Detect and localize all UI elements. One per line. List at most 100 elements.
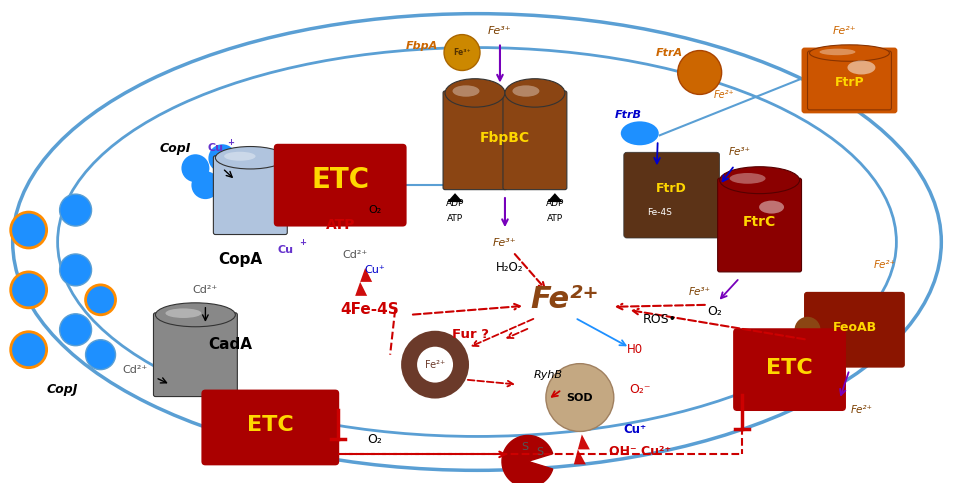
Circle shape bbox=[86, 285, 115, 315]
Polygon shape bbox=[574, 435, 589, 464]
Text: H₂O₂: H₂O₂ bbox=[496, 261, 523, 274]
Circle shape bbox=[10, 212, 47, 248]
Ellipse shape bbox=[512, 85, 538, 97]
Text: Cu⁺: Cu⁺ bbox=[622, 423, 645, 436]
Text: ATP: ATP bbox=[325, 218, 355, 232]
Text: Fe²⁺: Fe²⁺ bbox=[849, 405, 872, 414]
Text: 4Fe-4S: 4Fe-4S bbox=[340, 302, 399, 318]
FancyBboxPatch shape bbox=[153, 313, 237, 396]
Circle shape bbox=[10, 272, 47, 308]
Text: S: S bbox=[521, 442, 528, 453]
Ellipse shape bbox=[165, 308, 201, 318]
Text: Cd²⁺: Cd²⁺ bbox=[123, 364, 148, 375]
Ellipse shape bbox=[215, 147, 285, 169]
Ellipse shape bbox=[620, 121, 658, 145]
Circle shape bbox=[208, 144, 236, 172]
Ellipse shape bbox=[504, 79, 564, 107]
Text: O₂⁻: O₂⁻ bbox=[628, 383, 650, 396]
Text: Fe²⁺: Fe²⁺ bbox=[832, 26, 856, 36]
Circle shape bbox=[59, 254, 91, 286]
Text: Fe²⁺: Fe²⁺ bbox=[713, 91, 733, 100]
Text: ADP: ADP bbox=[545, 198, 563, 208]
Ellipse shape bbox=[809, 45, 888, 61]
Ellipse shape bbox=[452, 85, 479, 97]
Circle shape bbox=[400, 331, 469, 398]
Circle shape bbox=[10, 332, 47, 368]
Text: S: S bbox=[536, 447, 543, 457]
Text: ROS•: ROS• bbox=[642, 313, 676, 326]
Text: OH⁻ Cu²⁺: OH⁻ Cu²⁺ bbox=[608, 445, 670, 458]
Polygon shape bbox=[447, 193, 462, 202]
Polygon shape bbox=[501, 436, 552, 484]
Text: ETC: ETC bbox=[311, 166, 369, 194]
Text: FbpA: FbpA bbox=[406, 41, 437, 50]
Text: FtrA: FtrA bbox=[656, 47, 682, 58]
FancyBboxPatch shape bbox=[803, 292, 904, 368]
Text: Cu: Cu bbox=[207, 143, 223, 153]
Text: Fe²⁺: Fe²⁺ bbox=[530, 286, 598, 314]
Text: ADP: ADP bbox=[445, 198, 464, 208]
Polygon shape bbox=[546, 193, 562, 202]
Ellipse shape bbox=[759, 201, 783, 213]
Circle shape bbox=[181, 154, 209, 182]
Circle shape bbox=[59, 194, 91, 226]
Text: Fe³⁺: Fe³⁺ bbox=[488, 26, 511, 36]
Text: SOD: SOD bbox=[566, 393, 593, 403]
Text: FbpBC: FbpBC bbox=[479, 131, 530, 145]
Circle shape bbox=[794, 317, 820, 343]
Circle shape bbox=[677, 50, 720, 94]
FancyBboxPatch shape bbox=[801, 47, 897, 113]
Circle shape bbox=[545, 363, 613, 431]
Text: FtrC: FtrC bbox=[742, 215, 776, 229]
Text: CopJ: CopJ bbox=[47, 383, 78, 396]
Text: Fur ?: Fur ? bbox=[451, 328, 488, 341]
Circle shape bbox=[443, 34, 479, 71]
FancyBboxPatch shape bbox=[213, 156, 287, 235]
Circle shape bbox=[59, 314, 91, 346]
Text: Cu: Cu bbox=[277, 245, 293, 255]
FancyBboxPatch shape bbox=[717, 178, 801, 272]
Text: O₂: O₂ bbox=[367, 433, 382, 446]
Text: Cd²⁺: Cd²⁺ bbox=[193, 285, 218, 295]
Ellipse shape bbox=[819, 49, 855, 55]
Ellipse shape bbox=[445, 79, 504, 107]
Text: ETC: ETC bbox=[765, 358, 812, 378]
Text: CopI: CopI bbox=[159, 142, 191, 155]
Text: Fe-4S: Fe-4S bbox=[647, 208, 672, 216]
FancyBboxPatch shape bbox=[732, 328, 845, 411]
Text: FeoAB: FeoAB bbox=[832, 321, 876, 334]
FancyBboxPatch shape bbox=[806, 51, 890, 110]
FancyBboxPatch shape bbox=[442, 91, 506, 190]
Text: ATP: ATP bbox=[546, 213, 562, 223]
Text: Fe³⁺: Fe³⁺ bbox=[493, 238, 517, 248]
Text: O₂: O₂ bbox=[368, 205, 381, 215]
Text: RyhB: RyhB bbox=[533, 370, 562, 379]
Text: H0: H0 bbox=[626, 343, 642, 356]
Circle shape bbox=[192, 171, 219, 199]
Circle shape bbox=[416, 347, 453, 382]
Text: CadA: CadA bbox=[208, 337, 253, 352]
Text: ATP: ATP bbox=[447, 213, 462, 223]
Ellipse shape bbox=[729, 173, 764, 184]
Text: Fe³⁺: Fe³⁺ bbox=[688, 287, 710, 297]
Text: Cd²⁺: Cd²⁺ bbox=[342, 250, 368, 260]
Text: Fe²⁺: Fe²⁺ bbox=[424, 360, 445, 370]
Ellipse shape bbox=[719, 166, 799, 194]
FancyBboxPatch shape bbox=[623, 152, 719, 238]
Ellipse shape bbox=[846, 60, 875, 75]
Text: FtrD: FtrD bbox=[656, 182, 686, 195]
Text: FtrB: FtrB bbox=[614, 110, 640, 121]
Text: Fe³⁺: Fe³⁺ bbox=[728, 147, 750, 157]
Text: Cu⁺: Cu⁺ bbox=[364, 265, 385, 275]
Text: FtrP: FtrP bbox=[834, 76, 863, 89]
Text: ETC: ETC bbox=[247, 415, 294, 436]
Text: Fe²⁺: Fe²⁺ bbox=[873, 260, 895, 270]
Text: +: + bbox=[298, 239, 305, 247]
Polygon shape bbox=[355, 268, 372, 296]
FancyBboxPatch shape bbox=[274, 144, 406, 227]
FancyBboxPatch shape bbox=[201, 390, 339, 465]
Text: CopA: CopA bbox=[218, 253, 262, 268]
Text: Fe³⁺: Fe³⁺ bbox=[453, 48, 471, 57]
Ellipse shape bbox=[155, 303, 235, 327]
Text: O₂: O₂ bbox=[706, 305, 721, 318]
